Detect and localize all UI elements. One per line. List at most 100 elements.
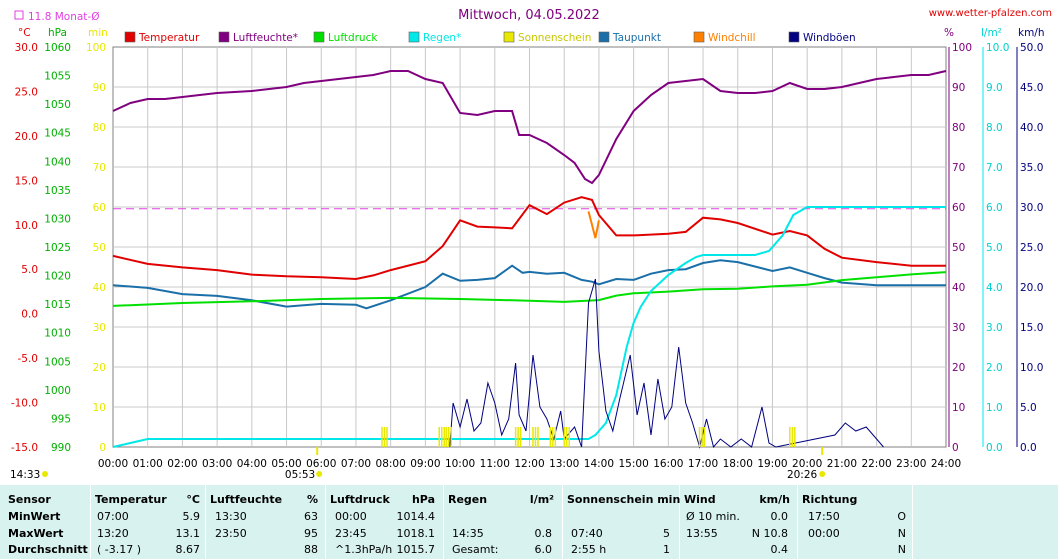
x-tick-label: 19:00 [757, 458, 787, 470]
stats-temp-val: 13.1 [175, 527, 201, 540]
y-tick-sun_min: 60 [93, 202, 106, 214]
stats-dir-val: N [897, 543, 906, 556]
stats-column-divider [443, 485, 444, 559]
y-tick-percent: 60 [952, 202, 965, 214]
stats-header-hum-unit: % [306, 493, 318, 506]
stats-column-divider [912, 485, 913, 559]
legend-label: Temperatur [138, 32, 200, 44]
stats-temp-val: 8.67 [175, 543, 201, 556]
legend-swatch [693, 31, 705, 43]
stats-sun-time: 07:40 [571, 527, 603, 540]
y-tick-wind: 45.0 [1020, 82, 1043, 94]
series-windchill [587, 211, 600, 239]
y-tick-percent: 40 [952, 282, 965, 294]
stats-wind-time: 13:55 [686, 527, 718, 540]
y-tick-temp: 30.0 [15, 42, 38, 54]
stats-hum-val: 88 [304, 543, 318, 556]
y-tick-pressure: 1020 [44, 271, 71, 283]
y-tick-temp: 25.0 [15, 86, 38, 98]
stats-column-divider [325, 485, 326, 559]
stats-press-time: 23:45 [335, 527, 367, 540]
y-tick-temp: 5.0 [21, 264, 38, 276]
source-label: www.wetter-pfalzen.com [929, 8, 1052, 19]
x-tick-label: 18:00 [723, 458, 753, 470]
stats-header-press: Luftdruck [330, 493, 390, 506]
stats-dir-val: N [897, 527, 906, 540]
stats-hum-time: 13:30 [215, 510, 247, 523]
y-tick-wind: 15.0 [1020, 322, 1043, 334]
legend-label: Taupunkt [612, 32, 661, 44]
stats-rain-time: Gesamt: [452, 543, 499, 556]
y-tick-temp: -10.0 [11, 398, 38, 410]
x-tick-label: 21:00 [827, 458, 857, 470]
y-tick-sun_min: 40 [93, 282, 106, 294]
stats-rain-time: 14:35 [452, 527, 484, 540]
stats-header-dir: Richtung [802, 493, 858, 506]
stats-temp-val: 5.9 [182, 510, 201, 523]
y-tick-temp: 20.0 [15, 131, 38, 143]
series-regen [112, 206, 946, 448]
y-tick-rain: 3.0 [986, 322, 1003, 334]
y-tick-wind: 20.0 [1020, 282, 1043, 294]
x-tick-label: 02:00 [167, 458, 197, 470]
stats-column-divider [797, 485, 798, 559]
stats-temp-time: 07:00 [97, 510, 129, 523]
y-tick-pressure: 1055 [44, 71, 71, 83]
y-tick-percent: 0 [952, 442, 959, 454]
y-tick-rain: 1.0 [986, 402, 1003, 414]
stats-header-rain: Regen [448, 493, 488, 506]
stats-press-val: 1014.4 [396, 510, 436, 523]
y-tick-rain: 8.0 [986, 122, 1003, 134]
stats-column-divider [205, 485, 206, 559]
x-tick-label: 23:00 [896, 458, 926, 470]
unit-rain: l/m² [981, 27, 1002, 39]
series-windben [449, 278, 884, 449]
y-tick-pressure: 1005 [44, 356, 71, 368]
y-tick-rain: 5.0 [986, 242, 1003, 254]
stats-header-press-unit: hPa [411, 493, 435, 506]
y-tick-pressure: 1040 [44, 156, 71, 168]
y-tick-pressure: 1060 [44, 42, 71, 54]
x-tick-label: 07:00 [341, 458, 371, 470]
x-tick-label: 05:00 [271, 458, 301, 470]
stats-row-label: MinWert [8, 510, 61, 523]
x-tick-label: 09:00 [410, 458, 440, 470]
y-tick-wind: 35.0 [1020, 162, 1043, 174]
y-tick-temp: 15.0 [15, 175, 38, 187]
y-tick-wind: 0.0 [1020, 442, 1037, 454]
stats-row-label: MaxWert [8, 527, 64, 540]
x-tick-label: 00:00 [98, 458, 128, 470]
y-tick-rain: 9.0 [986, 82, 1003, 94]
weather-chart: 30.0 25.0 20.0 15.0 10.0 5.0 0.0 -5.0 -10.0 -15.0… [10, 8, 1052, 481]
stats-column-divider [679, 485, 680, 559]
stats-sun-val: 1 [663, 543, 670, 556]
series-luftdruck [112, 271, 947, 307]
stats-table: Sensor Temperatur °C Luftfeuchte% Luftdruck h… [0, 485, 1058, 559]
chart-title: Mittwoch, 04.05.2022 [458, 8, 600, 23]
x-tick-label: 06:00 [306, 458, 336, 470]
x-tick-label: 16:00 [653, 458, 683, 470]
stats-row-label: Durchschnitt [8, 543, 88, 556]
stats-hum-val: 95 [304, 527, 318, 540]
stats-header-rain-unit: l/m² [529, 493, 554, 506]
x-tick-label: 12:00 [514, 458, 544, 470]
series-temperatur [112, 196, 946, 281]
legend-swatch [503, 31, 515, 43]
stats-header-sun: Sonnenschein min [567, 493, 681, 506]
y-tick-temp: -15.0 [11, 442, 38, 454]
y-tick-rain: 2.0 [986, 362, 1003, 374]
y-tick-percent: 70 [952, 162, 965, 174]
stats-wind-val: N 10.8 [751, 527, 788, 540]
legend-swatch [598, 31, 610, 43]
y-tick-wind: 25.0 [1020, 242, 1043, 254]
x-tick-label: 10:00 [445, 458, 475, 470]
y-tick-wind: 10.0 [1020, 362, 1043, 374]
stats-dir-time: 00:00 [808, 527, 840, 540]
y-tick-sun_min: 90 [93, 82, 106, 94]
y-tick-temp: -5.0 [18, 353, 39, 365]
x-tick-label: 13:00 [549, 458, 579, 470]
y-tick-percent: 100 [952, 42, 972, 54]
stats-wind-time: Ø 10 min. [686, 510, 740, 523]
y-tick-wind: 50.0 [1020, 42, 1043, 54]
y-tick-sun_min: 80 [93, 122, 106, 134]
